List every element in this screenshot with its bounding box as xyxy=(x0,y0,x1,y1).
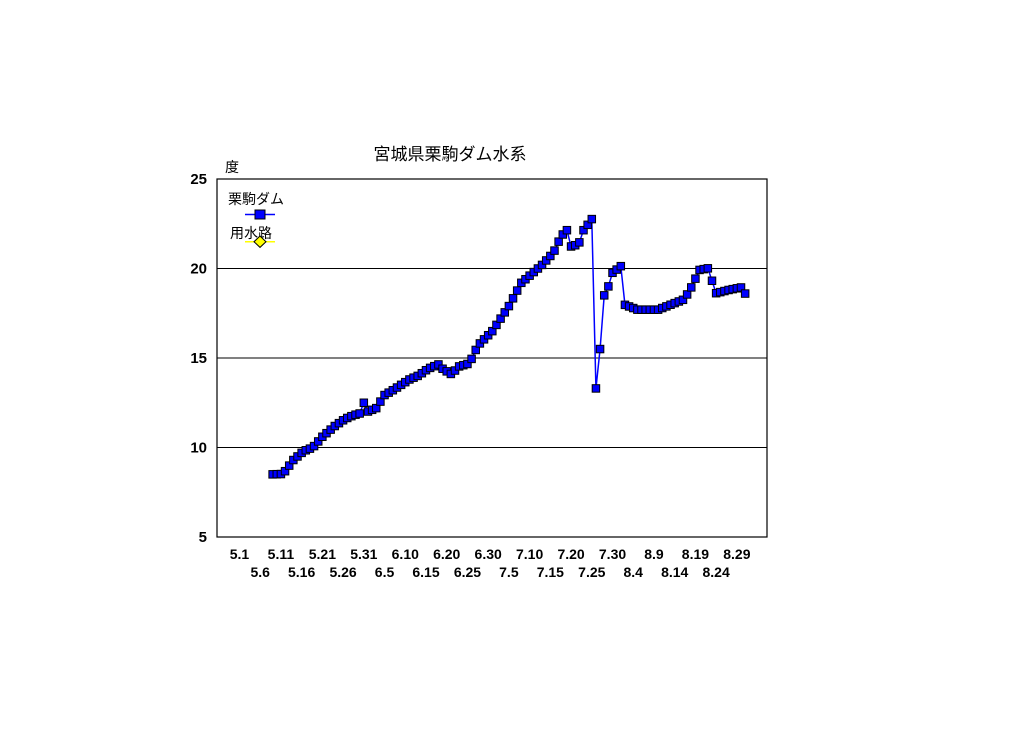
svg-text:栗駒ダム: 栗駒ダム xyxy=(228,191,284,207)
svg-text:7.20: 7.20 xyxy=(557,546,584,562)
svg-text:度: 度 xyxy=(225,159,239,175)
svg-text:5.1: 5.1 xyxy=(230,546,250,562)
svg-text:宮城県栗駒ダム水系: 宮城県栗駒ダム水系 xyxy=(374,145,527,164)
svg-text:8.24: 8.24 xyxy=(703,564,730,580)
svg-text:8.19: 8.19 xyxy=(682,546,709,562)
svg-text:7.5: 7.5 xyxy=(499,564,519,580)
svg-text:7.30: 7.30 xyxy=(599,546,626,562)
svg-text:6.25: 6.25 xyxy=(454,564,481,580)
svg-text:6.20: 6.20 xyxy=(433,546,460,562)
svg-text:5.31: 5.31 xyxy=(350,546,377,562)
svg-text:用水路: 用水路 xyxy=(230,225,272,241)
svg-text:25: 25 xyxy=(190,171,207,188)
svg-text:7.15: 7.15 xyxy=(537,564,564,580)
svg-text:5.21: 5.21 xyxy=(309,546,336,562)
svg-text:8.9: 8.9 xyxy=(644,546,664,562)
svg-text:6.5: 6.5 xyxy=(375,564,395,580)
svg-text:6.15: 6.15 xyxy=(412,564,439,580)
svg-text:5: 5 xyxy=(199,529,207,546)
svg-text:5.16: 5.16 xyxy=(288,564,315,580)
svg-text:8.14: 8.14 xyxy=(661,564,688,580)
svg-text:8.29: 8.29 xyxy=(723,546,750,562)
svg-text:7.10: 7.10 xyxy=(516,546,543,562)
svg-text:5.11: 5.11 xyxy=(268,546,295,562)
svg-text:10: 10 xyxy=(190,440,207,457)
svg-text:6.10: 6.10 xyxy=(392,546,419,562)
svg-text:5.26: 5.26 xyxy=(329,564,356,580)
svg-text:8.4: 8.4 xyxy=(624,564,644,580)
svg-text:5.6: 5.6 xyxy=(250,564,270,580)
svg-text:6.30: 6.30 xyxy=(475,546,502,562)
svg-text:7.25: 7.25 xyxy=(578,564,605,580)
svg-text:20: 20 xyxy=(190,261,207,278)
svg-text:15: 15 xyxy=(190,350,207,367)
